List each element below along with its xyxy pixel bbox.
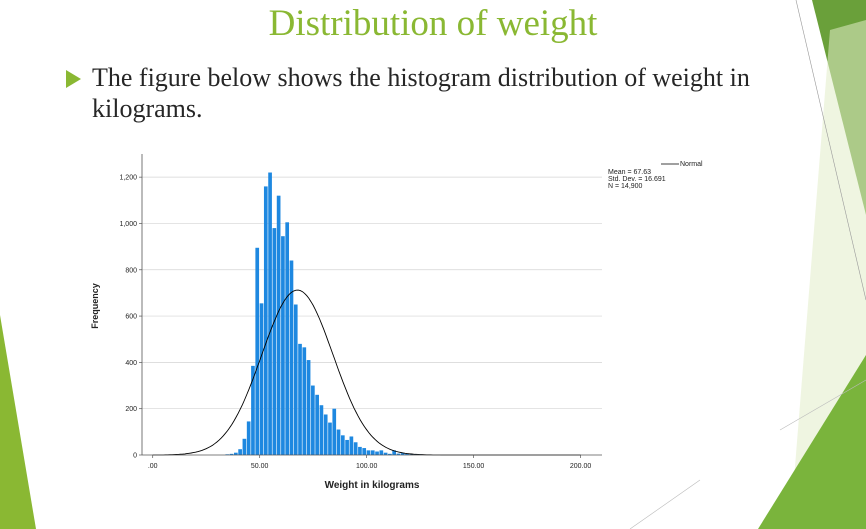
histogram-bar (332, 408, 337, 455)
histogram-bar (281, 236, 285, 455)
histogram-bar (353, 442, 358, 455)
y-tick-label: 200 (125, 406, 137, 413)
histogram-bar (336, 429, 341, 455)
histogram-bar (388, 453, 392, 455)
bullet-text: The figure below shows the histogram dis… (92, 63, 750, 123)
histogram-bar (400, 453, 405, 455)
decor-line-1 (795, 0, 866, 301)
histogram-bar (383, 452, 388, 455)
x-tick-label: 50.00 (251, 463, 269, 470)
histogram-chart: 0 200 400 600 800 1,000 1,200 .00 50.00 100.00 15… (90, 154, 703, 491)
histogram-bar (302, 347, 307, 455)
histogram-bar (242, 438, 247, 455)
x-tick-label: 150.00 (463, 463, 485, 470)
y-tick-label: 400 (125, 360, 137, 367)
histogram-bar (285, 222, 290, 455)
histogram-bar (362, 448, 367, 455)
histogram-bar (234, 452, 238, 455)
x-tick-label: 100.00 (356, 463, 378, 470)
normal-curve (152, 289, 581, 456)
histogram-bar (315, 394, 319, 455)
histogram-bar (328, 422, 332, 455)
slide-title: Distribution of weight (268, 3, 598, 44)
histogram-bar (289, 260, 294, 455)
histogram-bar (319, 405, 324, 455)
histogram-bar (298, 343, 302, 455)
histogram-bar (255, 247, 260, 455)
histogram-bar (293, 304, 298, 455)
histogram-bar (392, 450, 397, 455)
histogram-bar (375, 451, 379, 455)
histogram-bar (272, 228, 277, 455)
histogram-bar (370, 450, 375, 455)
right-green-band-bottom (758, 355, 866, 529)
histogram-bar (340, 435, 345, 455)
y-tick-label: 1,000 (119, 221, 137, 228)
x-tick-labels: .00 50.00 100.00 150.00 200.00 (148, 455, 592, 470)
y-tick-label: 800 (125, 267, 137, 274)
histogram-bar (396, 453, 401, 455)
x-axis-label: Weight in kilograms (325, 480, 420, 491)
grid-lines (139, 176, 602, 456)
histogram-bar (268, 172, 272, 455)
histogram-bar (345, 439, 349, 455)
histogram-bar (349, 436, 354, 455)
x-tick-label: 200.00 (570, 463, 592, 470)
histogram-bar (251, 365, 255, 455)
x-tick-label: .00 (148, 463, 158, 470)
histogram-bar (366, 450, 371, 455)
histogram-bar (311, 385, 315, 455)
decor-line-3 (779, 379, 866, 431)
y-tick-labels: 0 200 400 600 800 1,000 1,200 (119, 175, 137, 460)
histogram-bar (405, 453, 409, 455)
histogram-bar (229, 453, 234, 455)
decor-line-2 (629, 479, 701, 529)
histogram-bar (259, 303, 264, 455)
histogram-bar (379, 450, 384, 455)
stat-std-dev: Std. Dev. = 16.691 (608, 176, 666, 183)
histogram-bar (263, 186, 268, 455)
triangle-bullet-icon (66, 70, 81, 88)
histogram-bar (306, 360, 311, 455)
y-axis-label: Frequency (90, 283, 100, 329)
y-tick-label: 0 (133, 453, 137, 460)
histogram-bar (246, 421, 251, 455)
y-tick-label: 1,200 (119, 175, 137, 182)
histogram-bar (358, 446, 362, 455)
legend-normal-label: Normal (680, 161, 703, 168)
histogram-bar (238, 449, 242, 455)
y-tick-label: 600 (125, 314, 137, 321)
left-green-stripe (0, 315, 36, 529)
histogram-bar (276, 195, 281, 455)
histogram-bars (225, 172, 439, 455)
stat-n: N = 14,900 (608, 183, 643, 190)
histogram-bar (323, 414, 328, 455)
stat-mean: Mean = 67.63 (608, 169, 651, 176)
